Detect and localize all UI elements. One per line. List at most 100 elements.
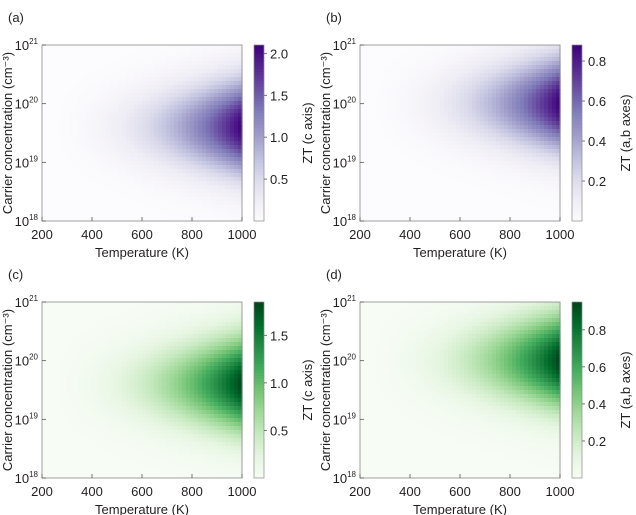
- colorbar-segment: [572, 83, 582, 87]
- colorbar-segment: [254, 197, 264, 202]
- heatmap-cell: [452, 137, 457, 142]
- heatmap-cell: [154, 153, 159, 158]
- heatmap-cell: [388, 89, 393, 94]
- heatmap-cell: [194, 185, 199, 190]
- heatmap-cell: [126, 69, 131, 74]
- heatmap-cell: [98, 97, 103, 102]
- heatmap-cell: [162, 125, 167, 130]
- heatmap-cell: [114, 201, 119, 206]
- heatmap-cell: [74, 45, 79, 50]
- heatmap-cell: [114, 213, 119, 218]
- heatmap-cell: [234, 173, 239, 178]
- heatmap-cell: [110, 73, 115, 78]
- heatmap-cell: [512, 85, 517, 90]
- heatmap-cell: [238, 61, 243, 66]
- heatmap-cell: [78, 217, 83, 222]
- heatmap-cell: [62, 149, 67, 154]
- heatmap-cell: [206, 57, 211, 62]
- heatmap-cell: [46, 193, 51, 198]
- heatmap-cell: [86, 113, 91, 118]
- heatmap-cell: [376, 185, 381, 190]
- heatmap-cell: [230, 173, 235, 178]
- heatmap-cell: [520, 161, 525, 166]
- heatmap-cell: [452, 181, 457, 186]
- heatmap-cell: [62, 442, 67, 447]
- heatmap-cell: [464, 189, 469, 194]
- heatmap-cell: [58, 370, 63, 375]
- heatmap-cell: [110, 133, 115, 138]
- heatmap-cell: [528, 173, 533, 178]
- heatmap-cell: [154, 209, 159, 214]
- heatmap-cell: [234, 141, 239, 146]
- heatmap-cell: [66, 450, 71, 455]
- heatmap-cell: [46, 414, 51, 419]
- heatmap-cell: [508, 169, 513, 174]
- heatmap-cell: [544, 45, 549, 50]
- heatmap-cell: [544, 161, 549, 166]
- heatmap-cell: [536, 209, 541, 214]
- heatmap-cell: [238, 105, 243, 110]
- heatmap-cell: [468, 201, 473, 206]
- heatmap-cell: [42, 314, 47, 319]
- heatmap-cell: [528, 53, 533, 58]
- colorbar-segment: [572, 179, 582, 184]
- heatmap-cell: [74, 410, 79, 415]
- heatmap-cell: [536, 205, 541, 210]
- heatmap-cell: [42, 201, 47, 206]
- heatmap-cell: [74, 129, 79, 134]
- heatmap-cell: [476, 117, 481, 122]
- heatmap-cell: [396, 213, 401, 218]
- heatmap-cell: [182, 113, 187, 118]
- heatmap-cell: [234, 65, 239, 70]
- heatmap-cell: [540, 209, 545, 214]
- heatmap-cell: [528, 185, 533, 190]
- heatmap-cell: [206, 45, 211, 50]
- heatmap-cell: [360, 53, 365, 58]
- heatmap-cell: [556, 165, 561, 170]
- heatmap-cell: [496, 189, 501, 194]
- heatmap-cell: [174, 213, 179, 218]
- heatmap-cell: [130, 141, 135, 146]
- heatmap-cell: [416, 145, 421, 150]
- colorbar-segment: [572, 53, 582, 58]
- heatmap-cell: [392, 177, 397, 182]
- heatmap-cell: [440, 181, 445, 186]
- heatmap-cell: [226, 77, 231, 82]
- heatmap-cell: [42, 85, 47, 90]
- heatmap-cell: [504, 97, 509, 102]
- heatmap-cell: [58, 161, 63, 166]
- heatmap-cell: [130, 189, 135, 194]
- heatmap-cell: [234, 113, 239, 118]
- heatmap-cell: [460, 105, 465, 110]
- heatmap-cell: [452, 133, 457, 138]
- heatmap-cell: [476, 73, 481, 78]
- heatmap-cell: [504, 57, 509, 62]
- heatmap-cell: [66, 81, 71, 86]
- heatmap-cell: [210, 97, 215, 102]
- heatmap-cell: [516, 85, 521, 90]
- heatmap-cell: [540, 189, 545, 194]
- heatmap-cell: [66, 89, 71, 94]
- heatmap-cell: [102, 165, 107, 170]
- heatmap-cell: [548, 93, 553, 98]
- heatmap-cell: [86, 145, 91, 150]
- heatmap-cell: [46, 85, 51, 90]
- heatmap-cell: [218, 85, 223, 90]
- heatmap-cell: [440, 97, 445, 102]
- heatmap-cell: [178, 73, 183, 78]
- heatmap-cell: [400, 209, 405, 214]
- heatmap-cell: [78, 334, 83, 339]
- heatmap-cell: [174, 169, 179, 174]
- heatmap-cell: [464, 77, 469, 82]
- heatmap-cell: [416, 109, 421, 114]
- heatmap-cell: [432, 121, 437, 126]
- heatmap-cell: [548, 61, 553, 66]
- heatmap-cell: [198, 197, 203, 202]
- heatmap-cell: [500, 81, 505, 86]
- heatmap-cell: [182, 49, 187, 54]
- heatmap-cell: [194, 193, 199, 198]
- heatmap-cell: [226, 101, 231, 106]
- heatmap-cell: [424, 165, 429, 170]
- heatmap-cell: [412, 129, 417, 134]
- heatmap-cell: [222, 205, 227, 210]
